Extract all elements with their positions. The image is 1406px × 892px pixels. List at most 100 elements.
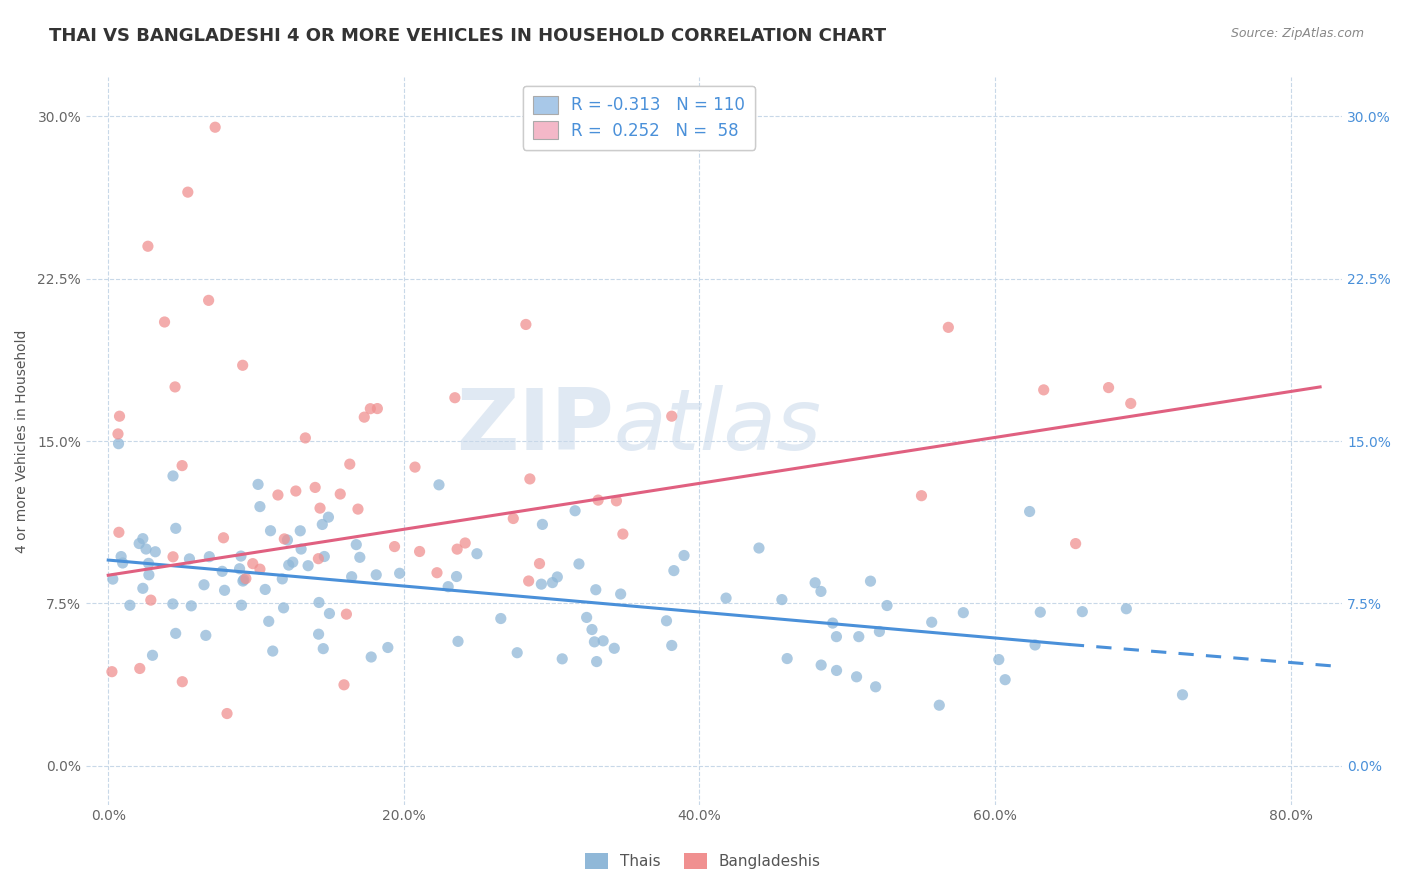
Point: [845, 670, 868, 684]
Point: [583, 635, 606, 649]
Point: [673, 549, 696, 563]
Point: [165, 626, 187, 640]
Point: [502, 511, 524, 525]
Point: [180, 599, 202, 613]
Point: [232, 574, 254, 588]
Point: [865, 680, 887, 694]
Legend: R = -0.313   N = 110, R =  0.252   N =  58: R = -0.313 N = 110, R = 0.252 N = 58: [523, 86, 755, 150]
Text: Source: ZipAtlas.com: Source: ZipAtlas.com: [1230, 27, 1364, 40]
Point: [541, 575, 564, 590]
Point: [551, 652, 574, 666]
Point: [135, 541, 157, 556]
Point: [770, 592, 793, 607]
Point: [297, 558, 319, 573]
Point: [314, 549, 336, 564]
Point: [952, 606, 974, 620]
Point: [333, 678, 356, 692]
Point: [408, 544, 430, 558]
Point: [108, 525, 131, 540]
Point: [165, 380, 187, 394]
Point: [107, 426, 129, 441]
Text: atlas: atlas: [613, 385, 821, 468]
Point: [360, 650, 382, 665]
Point: [564, 504, 586, 518]
Point: [714, 591, 737, 606]
Point: [605, 493, 627, 508]
Point: [254, 582, 277, 597]
Point: [231, 598, 253, 612]
Point: [197, 293, 219, 308]
Point: [427, 478, 450, 492]
Point: [1024, 638, 1046, 652]
Point: [575, 610, 598, 624]
Point: [910, 489, 932, 503]
Point: [249, 562, 271, 576]
Point: [585, 582, 607, 597]
Point: [162, 549, 184, 564]
Point: [661, 639, 683, 653]
Point: [318, 607, 340, 621]
Point: [359, 401, 381, 416]
Point: [262, 644, 284, 658]
Point: [101, 665, 124, 679]
Point: [1029, 605, 1052, 619]
Point: [921, 615, 943, 630]
Point: [748, 541, 770, 555]
Point: [936, 320, 959, 334]
Point: [118, 599, 141, 613]
Point: [994, 673, 1017, 687]
Legend: Thais, Bangladeshis: Thais, Bangladeshis: [579, 847, 827, 875]
Point: [603, 641, 626, 656]
Point: [848, 630, 870, 644]
Point: [259, 524, 281, 538]
Point: [214, 583, 236, 598]
Point: [821, 616, 844, 631]
Point: [329, 487, 352, 501]
Point: [529, 557, 551, 571]
Point: [655, 614, 678, 628]
Point: [446, 542, 468, 557]
Point: [294, 431, 316, 445]
Point: [229, 549, 252, 563]
Point: [212, 531, 235, 545]
Point: [515, 318, 537, 332]
Point: [172, 674, 194, 689]
Point: [276, 533, 298, 547]
Point: [1064, 536, 1087, 550]
Point: [1018, 504, 1040, 518]
Point: [110, 549, 132, 564]
Point: [388, 566, 411, 581]
Point: [311, 517, 333, 532]
Point: [444, 391, 467, 405]
Point: [661, 409, 683, 424]
Point: [132, 582, 155, 596]
Point: [138, 557, 160, 571]
Point: [307, 551, 329, 566]
Point: [506, 646, 529, 660]
Point: [138, 567, 160, 582]
Point: [304, 480, 326, 494]
Point: [215, 706, 238, 721]
Point: [987, 652, 1010, 666]
Point: [810, 584, 832, 599]
Point: [128, 536, 150, 550]
Point: [810, 658, 832, 673]
Point: [1171, 688, 1194, 702]
Point: [249, 500, 271, 514]
Point: [204, 120, 226, 135]
Point: [465, 547, 488, 561]
Point: [1032, 383, 1054, 397]
Point: [128, 661, 150, 675]
Point: [531, 517, 554, 532]
Point: [101, 572, 124, 586]
Point: [353, 410, 375, 425]
Point: [454, 536, 477, 550]
Point: [612, 527, 634, 541]
Point: [1119, 396, 1142, 410]
Point: [825, 630, 848, 644]
Point: [859, 574, 882, 589]
Point: [519, 472, 541, 486]
Point: [273, 532, 295, 546]
Point: [242, 557, 264, 571]
Point: [1071, 605, 1094, 619]
